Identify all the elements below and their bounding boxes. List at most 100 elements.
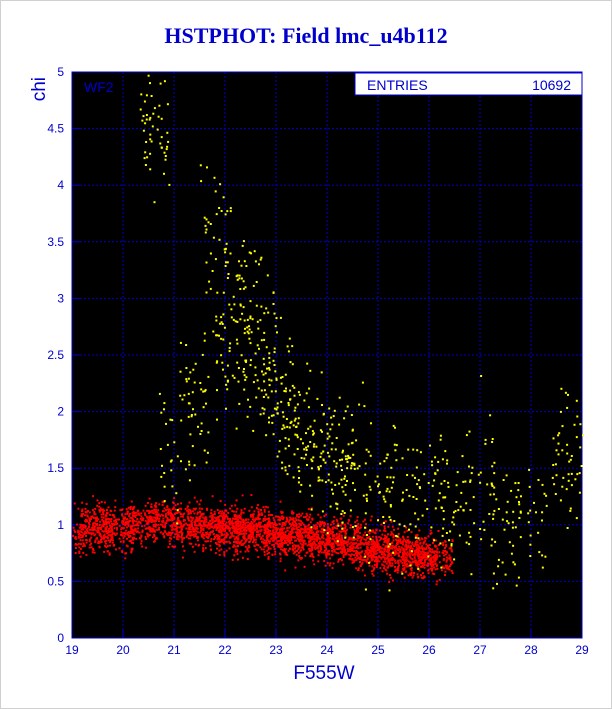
data-point (349, 499, 352, 502)
data-point (80, 528, 83, 531)
data-point (420, 576, 423, 579)
data-point (368, 561, 371, 564)
data-point (353, 462, 356, 465)
data-point (388, 516, 391, 519)
data-point (149, 515, 152, 518)
data-point (245, 538, 248, 541)
data-point (294, 547, 296, 550)
data-point (444, 553, 447, 556)
data-point (379, 550, 381, 553)
data-point (394, 549, 397, 552)
data-point (293, 551, 296, 554)
data-point (140, 93, 143, 96)
data-point (337, 538, 340, 541)
data-point (443, 558, 445, 561)
data-point (352, 482, 354, 485)
data-point (234, 320, 237, 323)
data-point (92, 527, 95, 530)
data-point (169, 418, 172, 421)
y-tick-label: 4 (57, 178, 64, 192)
data-point (168, 512, 171, 515)
data-point (161, 525, 164, 528)
data-point (405, 553, 408, 555)
data-point (437, 460, 440, 463)
data-point (337, 560, 340, 563)
data-point (432, 563, 435, 566)
data-point (565, 488, 568, 491)
data-point (374, 543, 377, 546)
data-point (340, 530, 342, 533)
data-point (88, 518, 91, 521)
data-point (392, 545, 395, 548)
data-point (232, 510, 235, 513)
data-point (423, 556, 426, 559)
data-point (390, 552, 393, 555)
data-point (413, 557, 416, 560)
data-point (290, 523, 293, 526)
data-point (252, 518, 255, 521)
data-point (113, 527, 116, 530)
data-point (301, 531, 304, 534)
data-point (260, 548, 263, 551)
data-point (332, 526, 335, 529)
data-point (185, 535, 188, 538)
data-point (312, 534, 315, 537)
data-point (396, 543, 399, 546)
data-point (336, 544, 339, 547)
data-point (418, 545, 421, 548)
data-point (157, 513, 160, 516)
data-point (295, 525, 298, 527)
data-point (109, 539, 112, 542)
data-point (205, 536, 208, 538)
data-point (309, 441, 312, 443)
data-point (337, 558, 340, 561)
data-point (183, 549, 186, 552)
data-point (110, 510, 113, 513)
data-point (233, 544, 235, 547)
data-point (137, 527, 140, 530)
data-point (181, 538, 184, 541)
data-point (311, 494, 314, 497)
data-point (401, 557, 404, 560)
data-point (347, 550, 349, 553)
data-point (156, 128, 159, 131)
data-point (436, 564, 439, 567)
data-point (141, 119, 144, 122)
data-point (182, 518, 185, 521)
data-point (313, 527, 316, 530)
data-point (349, 557, 351, 560)
data-point (149, 133, 152, 136)
data-point (215, 543, 218, 545)
data-point (358, 531, 361, 534)
data-point (266, 274, 269, 277)
data-point (345, 553, 348, 556)
data-point (199, 382, 202, 384)
data-point (421, 564, 424, 567)
data-point (350, 467, 353, 470)
data-point (352, 536, 355, 539)
data-point (417, 557, 420, 560)
data-point (322, 458, 325, 461)
data-point (247, 535, 250, 538)
data-point (356, 534, 359, 537)
data-point (255, 281, 258, 283)
data-point (126, 521, 129, 523)
data-point (168, 183, 171, 186)
data-point (245, 521, 248, 524)
data-point (235, 523, 238, 526)
data-point (301, 512, 304, 515)
data-point (208, 533, 211, 536)
data-point (422, 577, 425, 580)
data-point (161, 504, 164, 506)
data-point (104, 544, 107, 547)
data-point (223, 533, 226, 536)
data-point (360, 563, 363, 566)
data-point (380, 556, 383, 559)
data-point (129, 535, 132, 538)
data-point (88, 521, 90, 524)
data-point (277, 527, 280, 530)
data-point (299, 528, 302, 531)
data-point (423, 473, 426, 476)
data-point (391, 559, 394, 562)
data-point (286, 529, 289, 532)
